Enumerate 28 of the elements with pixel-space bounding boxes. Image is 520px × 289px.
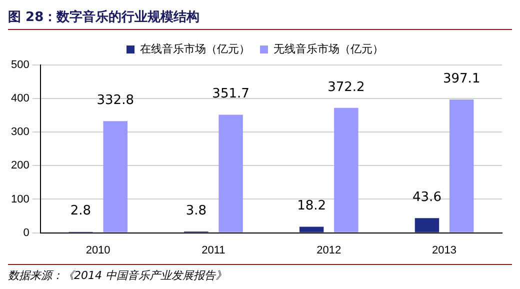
data-label: 18.2 bbox=[297, 198, 326, 214]
y-tick-label: 200 bbox=[10, 160, 30, 172]
data-label: 372.2 bbox=[328, 80, 365, 95]
source-note: 数据来源：《2014 中国音乐产业发展报告》 bbox=[8, 264, 512, 283]
bar bbox=[414, 218, 440, 232]
y-tick-label: 300 bbox=[10, 126, 30, 138]
legend-label: 在线音乐市场（亿元） bbox=[140, 42, 250, 56]
y-tick-label: 500 bbox=[10, 59, 30, 72]
bar bbox=[103, 121, 128, 232]
x-tick-label: 2011 bbox=[202, 244, 226, 256]
x-tick-label: 2010 bbox=[86, 244, 110, 256]
data-label: 351.7 bbox=[212, 86, 250, 102]
bar bbox=[218, 114, 243, 232]
x-tick-label: 2012 bbox=[316, 244, 342, 256]
y-tick-label: 0 bbox=[23, 226, 30, 239]
data-label: 3.8 bbox=[186, 203, 207, 218]
data-label: 397.1 bbox=[442, 71, 480, 86]
y-tick-label: 100 bbox=[10, 193, 30, 206]
data-label: 43.6 bbox=[412, 190, 442, 206]
bar bbox=[449, 100, 474, 232]
y-tick-label: 400 bbox=[10, 92, 30, 105]
bar bbox=[299, 226, 324, 232]
chart-title: 图 28：数字音乐的行业规模结构 bbox=[8, 8, 512, 30]
x-tick-label: 2013 bbox=[432, 244, 457, 256]
bar bbox=[334, 108, 358, 232]
legend-label: 无线音乐市场（亿元） bbox=[274, 42, 384, 56]
data-label: 2.8 bbox=[70, 204, 92, 219]
data-label: 332.8 bbox=[96, 92, 134, 108]
